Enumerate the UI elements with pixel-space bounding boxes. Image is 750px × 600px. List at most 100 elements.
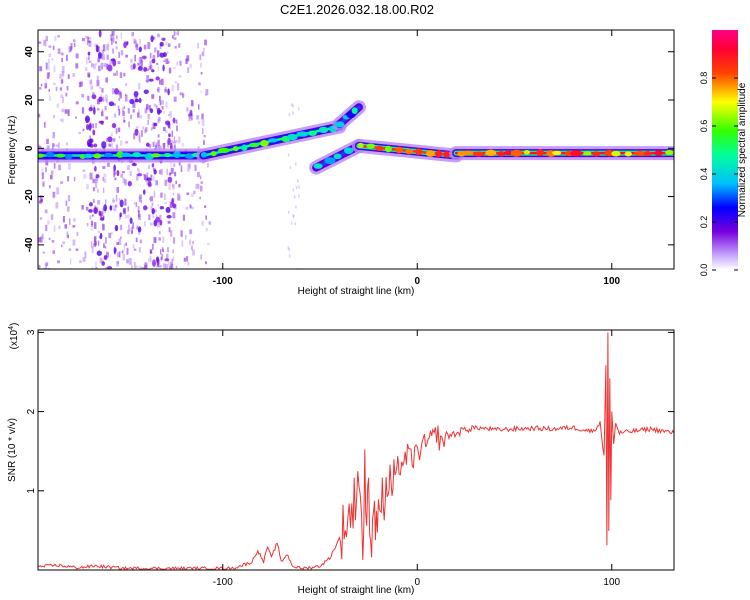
- noise-mark: [79, 260, 82, 264]
- noise-mark: [118, 238, 122, 246]
- noise-mark: [48, 237, 51, 241]
- noise-mark: [144, 127, 148, 132]
- noise-mark: [61, 65, 65, 73]
- noise-mark: [87, 56, 90, 61]
- noise-mark: [38, 41, 42, 44]
- noise-mark: [75, 63, 79, 69]
- noise-mark: [123, 243, 125, 251]
- noise-mark: [135, 202, 138, 207]
- noise-mark: [75, 248, 79, 251]
- noise-mark: [192, 249, 195, 256]
- noise-mark: [58, 164, 61, 171]
- noise-mark: [149, 255, 152, 263]
- noise-mark: [196, 115, 199, 120]
- noise-mark: [172, 193, 174, 196]
- colorbar-tick-label: 0.6: [699, 120, 709, 133]
- noise-mark: [102, 208, 104, 211]
- noise-mark: [177, 83, 180, 91]
- noise-mark: [189, 239, 192, 245]
- noise-mark: [113, 246, 117, 255]
- noise-mark: [76, 232, 79, 236]
- noise-mark: [168, 227, 171, 233]
- noise-mark: [108, 63, 111, 66]
- noise-mark: [151, 127, 153, 131]
- noise-mark: [41, 172, 44, 180]
- noise-mark: [200, 90, 202, 93]
- noise-mark: [72, 72, 76, 77]
- noise-mark: [200, 185, 203, 192]
- noise-mark: [116, 170, 120, 177]
- noise-mark: [39, 66, 43, 72]
- noise-mark: [99, 232, 103, 240]
- noise-mark: [119, 91, 122, 99]
- noise-mark: [171, 85, 175, 92]
- noise-mark: [138, 46, 142, 53]
- ridge-blob: [643, 150, 652, 157]
- ridge-blob: [116, 151, 125, 158]
- noise-mark: [147, 164, 151, 170]
- noise-mark: [103, 243, 105, 249]
- noise-mark: [148, 214, 151, 221]
- noise-mark: [111, 141, 113, 148]
- noise-mark: [156, 62, 159, 65]
- noise-mark: [169, 201, 173, 208]
- noise-mark: [69, 258, 72, 265]
- noise-mark: [154, 47, 157, 53]
- noise-mark: [171, 203, 177, 209]
- ridge-blob: [248, 142, 260, 148]
- ridge-segment: [351, 138, 464, 163]
- noise-mark: [162, 248, 164, 253]
- noise-mark: [101, 258, 104, 263]
- noise-mark: [81, 38, 85, 42]
- noise-mark: [123, 119, 126, 123]
- noise-mark: [148, 144, 152, 148]
- noise-mark: [188, 113, 190, 117]
- noise-mark: [41, 233, 44, 240]
- noise-mark: [97, 65, 101, 72]
- noise-mark: [124, 198, 127, 206]
- noise-mark: [102, 166, 106, 169]
- noise-mark: [185, 256, 189, 262]
- noise-mark: [39, 195, 43, 202]
- noise-mark: [72, 225, 76, 228]
- noise-mark: [157, 145, 161, 149]
- noise-mark: [180, 230, 183, 237]
- noise-mark: [151, 202, 154, 206]
- noise-mark: [298, 194, 300, 198]
- noise-mark: [92, 187, 95, 192]
- noise-mark: [152, 259, 157, 267]
- noise-mark: [98, 120, 105, 124]
- noise-mark: [159, 205, 165, 210]
- noise-mark: [132, 244, 135, 249]
- ridge-blob: [163, 152, 172, 158]
- noise-mark: [45, 62, 48, 70]
- noise-mark: [89, 172, 93, 180]
- noise-mark: [107, 162, 110, 167]
- noise-mark: [175, 139, 178, 143]
- noise-mark: [152, 215, 155, 218]
- noise-mark: [103, 255, 108, 261]
- noise-mark: [107, 266, 113, 269]
- noise-mark: [179, 60, 182, 66]
- noise-mark: [103, 204, 108, 212]
- noise-mark: [86, 184, 89, 190]
- noise-mark: [187, 261, 190, 266]
- noise-mark: [87, 51, 91, 56]
- y-tick-label: 1: [26, 488, 37, 494]
- noise-mark: [120, 50, 124, 56]
- ridge-blob: [405, 148, 414, 155]
- noise-mark: [172, 163, 176, 167]
- noise-mark: [138, 266, 142, 269]
- noise-mark: [41, 199, 44, 203]
- noise-mark: [201, 220, 205, 226]
- noise-mark: [139, 136, 141, 144]
- noise-mark: [172, 256, 175, 262]
- noise-mark: [47, 220, 50, 225]
- noise-mark: [190, 100, 194, 107]
- noise-mark: [153, 190, 156, 198]
- noise-mark: [167, 176, 173, 183]
- noise-mark: [42, 251, 46, 254]
- noise-mark: [106, 251, 109, 258]
- noise-mark: [186, 107, 189, 112]
- noise-mark: [87, 36, 90, 43]
